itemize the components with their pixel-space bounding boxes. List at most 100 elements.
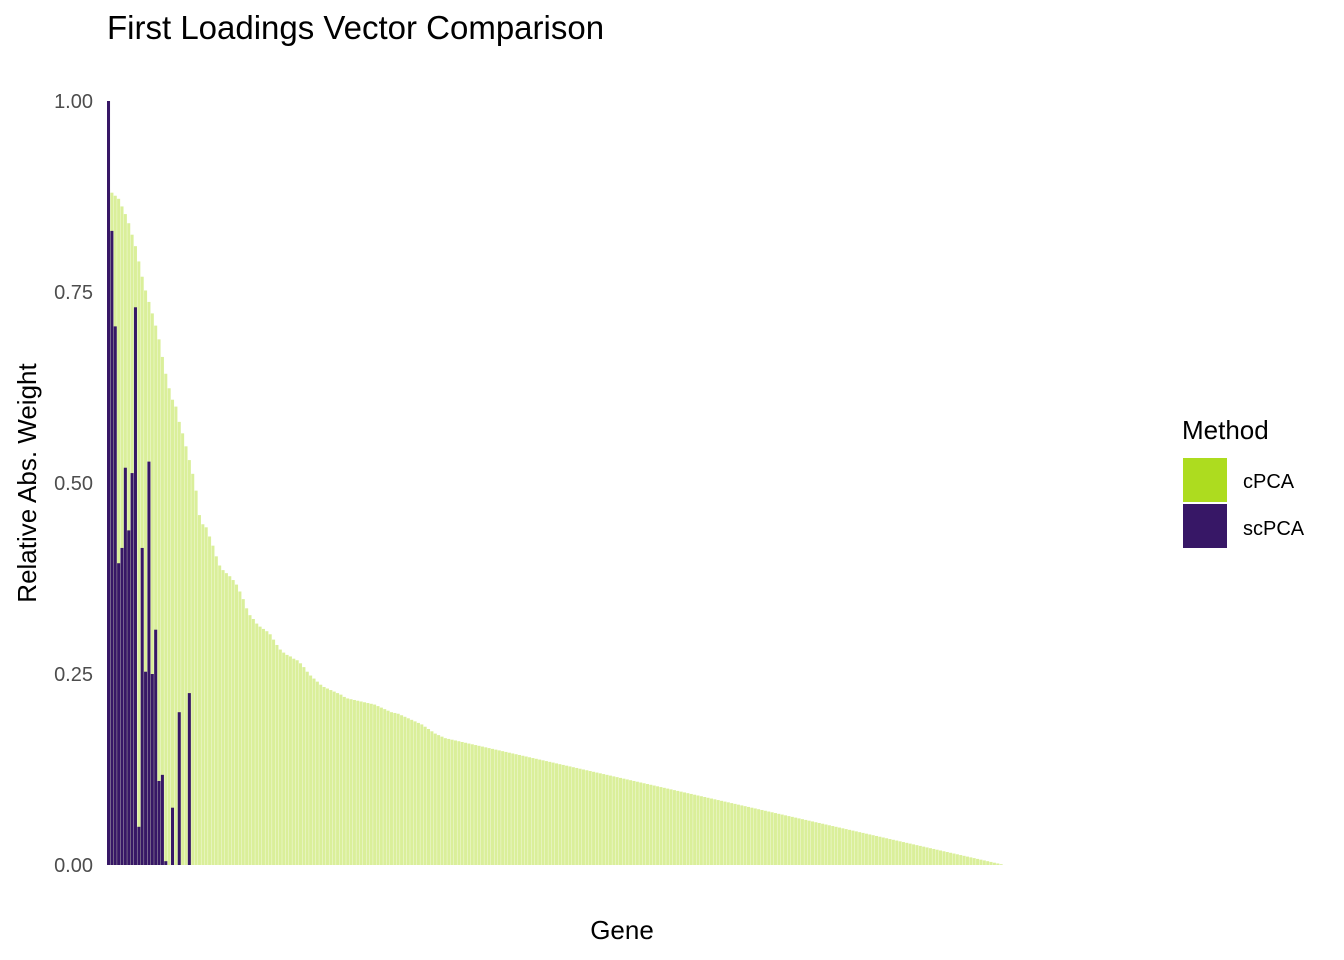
bar-cpca-86 bbox=[396, 713, 400, 865]
bar-cpca-260 bbox=[982, 860, 986, 865]
bar-cpca-170 bbox=[679, 791, 683, 865]
bar-cpca-200 bbox=[780, 814, 784, 865]
bar-cpca-162 bbox=[652, 785, 656, 865]
bar-cpca-90 bbox=[410, 719, 414, 865]
bar-cpca-232 bbox=[888, 839, 892, 865]
bar-cpca-208 bbox=[807, 820, 811, 865]
bar-cpca-128 bbox=[538, 759, 542, 865]
bar-cpca-155 bbox=[629, 780, 633, 865]
bar-cpca-220 bbox=[848, 829, 852, 865]
bar-cpca-144 bbox=[592, 771, 596, 865]
bar-cpca-252 bbox=[955, 854, 959, 865]
bar-cpca-112 bbox=[484, 747, 488, 865]
chart-title: First Loadings Vector Comparison bbox=[107, 9, 604, 46]
bar-cpca-146 bbox=[598, 773, 602, 865]
bar-scpca-2 bbox=[113, 326, 117, 865]
bar-cpca-135 bbox=[561, 764, 565, 865]
legend-label-scpca: scPCA bbox=[1243, 518, 1305, 540]
bar-cpca-242 bbox=[922, 846, 926, 865]
bar-cpca-243 bbox=[925, 847, 929, 865]
bar-cpca-16 bbox=[160, 356, 164, 865]
bar-scpca-7 bbox=[130, 473, 134, 865]
bar-scpca-8 bbox=[133, 307, 137, 865]
bar-cpca-222 bbox=[854, 831, 858, 865]
bar-cpca-71 bbox=[346, 698, 350, 865]
bar-cpca-145 bbox=[595, 772, 599, 865]
bar-cpca-109 bbox=[474, 745, 478, 865]
bar-cpca-24 bbox=[187, 460, 191, 865]
bar-cpca-69 bbox=[339, 694, 343, 865]
scpca-bars bbox=[107, 101, 191, 865]
bar-cpca-15 bbox=[157, 339, 161, 865]
bar-cpca-101 bbox=[447, 738, 451, 865]
bar-cpca-184 bbox=[726, 802, 730, 865]
bar-cpca-136 bbox=[565, 765, 569, 865]
bar-cpca-230 bbox=[881, 837, 885, 865]
bar-cpca-23 bbox=[184, 446, 188, 865]
bar-cpca-133 bbox=[555, 763, 559, 865]
bar-cpca-153 bbox=[622, 778, 626, 865]
bar-cpca-29 bbox=[204, 527, 208, 865]
legend: Method cPCA scPCA bbox=[1182, 415, 1305, 548]
bar-cpca-110 bbox=[477, 745, 481, 865]
bar-cpca-88 bbox=[403, 716, 407, 865]
bar-cpca-261 bbox=[986, 861, 990, 865]
bar-cpca-178 bbox=[706, 797, 710, 865]
bar-cpca-118 bbox=[504, 751, 508, 865]
bar-cpca-211 bbox=[817, 822, 821, 865]
bar-cpca-96 bbox=[430, 731, 434, 865]
bar-cpca-152 bbox=[619, 777, 623, 865]
bar-cpca-50 bbox=[275, 644, 279, 865]
bar-cpca-180 bbox=[713, 799, 717, 865]
bar-cpca-100 bbox=[443, 738, 447, 865]
x-axis-title: Gene bbox=[590, 915, 654, 945]
bar-scpca-21 bbox=[177, 712, 181, 865]
bar-cpca-161 bbox=[649, 784, 653, 865]
bar-cpca-262 bbox=[989, 861, 993, 865]
bar-cpca-25 bbox=[191, 473, 195, 865]
bar-cpca-53 bbox=[285, 654, 289, 865]
bar-cpca-38 bbox=[235, 584, 239, 865]
bar-cpca-183 bbox=[723, 801, 727, 865]
bar-cpca-194 bbox=[760, 809, 764, 865]
bar-cpca-213 bbox=[824, 824, 828, 865]
bar-scpca-14 bbox=[154, 629, 158, 865]
bar-cpca-229 bbox=[878, 836, 882, 865]
bar-cpca-80 bbox=[376, 706, 380, 865]
bar-cpca-42 bbox=[248, 615, 252, 865]
bar-scpca-13 bbox=[150, 674, 154, 865]
bar-cpca-174 bbox=[693, 794, 697, 865]
bar-cpca-65 bbox=[325, 688, 329, 865]
cpca-bars bbox=[107, 188, 1003, 866]
bar-cpca-67 bbox=[332, 691, 336, 865]
bar-cpca-204 bbox=[794, 817, 798, 865]
bar-cpca-92 bbox=[416, 722, 420, 865]
bar-cpca-122 bbox=[517, 754, 521, 865]
bar-cpca-99 bbox=[440, 736, 444, 865]
bar-cpca-108 bbox=[470, 744, 474, 865]
bar-cpca-188 bbox=[740, 805, 744, 865]
bar-cpca-196 bbox=[767, 811, 771, 865]
bar-cpca-150 bbox=[612, 776, 616, 865]
bar-cpca-195 bbox=[763, 810, 767, 865]
bar-cpca-227 bbox=[871, 835, 875, 865]
bar-cpca-33 bbox=[218, 565, 222, 865]
bar-cpca-160 bbox=[645, 784, 649, 865]
bar-cpca-95 bbox=[427, 729, 431, 865]
legend-label-cpca: cPCA bbox=[1243, 471, 1295, 493]
bar-cpca-224 bbox=[861, 832, 865, 865]
bar-cpca-79 bbox=[373, 704, 377, 865]
bar-cpca-32 bbox=[214, 556, 218, 865]
bar-cpca-246 bbox=[935, 849, 939, 865]
bar-cpca-167 bbox=[669, 789, 673, 865]
bar-scpca-5 bbox=[123, 467, 127, 865]
bar-cpca-64 bbox=[322, 686, 326, 865]
bar-scpca-1 bbox=[110, 230, 114, 865]
bar-cpca-181 bbox=[716, 800, 720, 865]
bar-cpca-137 bbox=[568, 766, 572, 865]
bar-cpca-214 bbox=[827, 825, 831, 865]
bar-cpca-238 bbox=[908, 843, 912, 865]
bar-cpca-199 bbox=[777, 813, 781, 865]
bar-cpca-219 bbox=[844, 829, 848, 865]
bar-cpca-185 bbox=[730, 803, 734, 865]
